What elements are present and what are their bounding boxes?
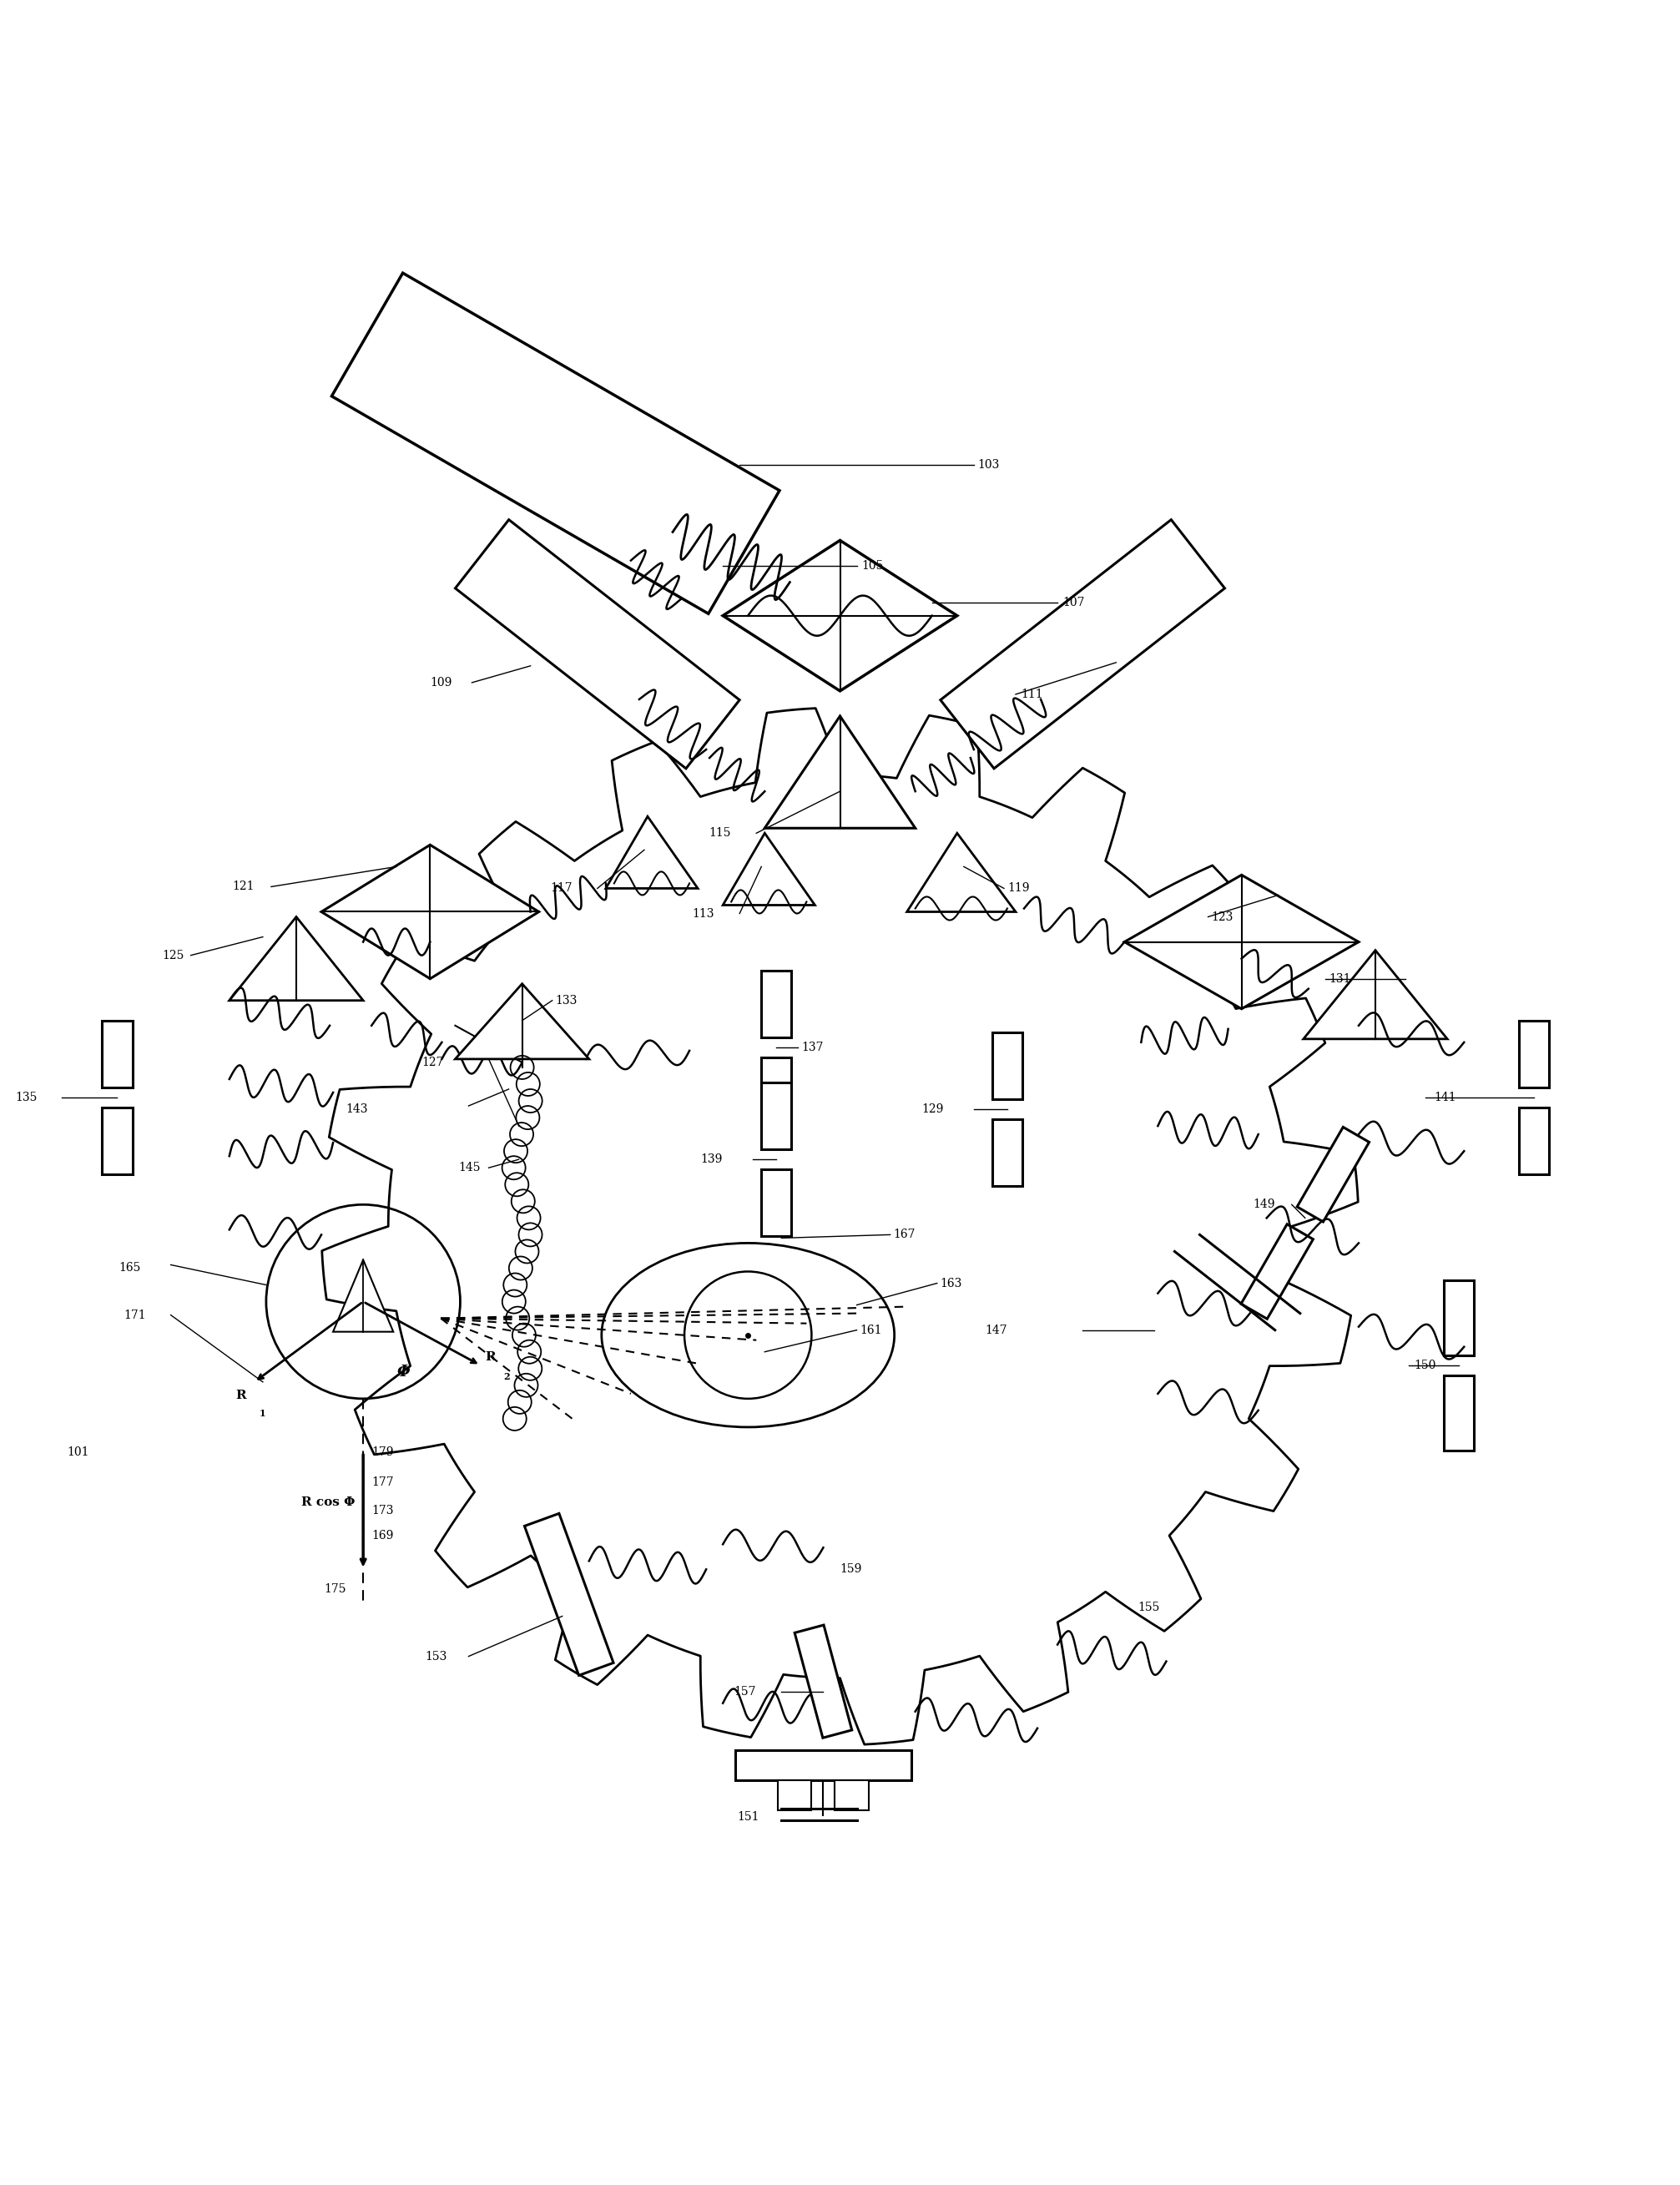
Text: R: R	[486, 1350, 496, 1363]
Polygon shape	[331, 273, 780, 614]
Polygon shape	[941, 520, 1225, 769]
Text: 157: 157	[734, 1685, 756, 1698]
Text: 139: 139	[701, 1154, 722, 1165]
Text: 141: 141	[1435, 1092, 1457, 1103]
Text: 125: 125	[163, 950, 185, 961]
Text: 107: 107	[1062, 597, 1085, 607]
Polygon shape	[993, 1031, 1023, 1099]
Polygon shape	[1304, 950, 1446, 1038]
Polygon shape	[1445, 1374, 1473, 1451]
Text: 165: 165	[119, 1263, 141, 1274]
Text: 133: 133	[556, 994, 578, 1007]
Text: 149: 149	[1253, 1200, 1275, 1210]
Polygon shape	[736, 1750, 911, 1781]
Polygon shape	[761, 970, 791, 1038]
Polygon shape	[1519, 1020, 1549, 1088]
Polygon shape	[1242, 1224, 1314, 1320]
Polygon shape	[722, 540, 958, 690]
Text: 175: 175	[324, 1584, 346, 1595]
Text: Φ: Φ	[396, 1363, 410, 1379]
Polygon shape	[1519, 1108, 1549, 1176]
Text: 173: 173	[371, 1505, 393, 1516]
Text: 163: 163	[941, 1278, 963, 1289]
Text: 167: 167	[894, 1228, 916, 1241]
Polygon shape	[835, 1781, 869, 1809]
Text: 179: 179	[371, 1446, 393, 1457]
Text: 129: 129	[922, 1103, 944, 1114]
Text: 111: 111	[1021, 688, 1043, 699]
Text: 161: 161	[860, 1324, 882, 1335]
Text: 119: 119	[1008, 883, 1030, 894]
Text: 147: 147	[984, 1324, 1008, 1335]
Text: 143: 143	[346, 1103, 368, 1114]
Text: 151: 151	[738, 1811, 759, 1822]
Polygon shape	[1124, 874, 1359, 1009]
Text: 127: 127	[422, 1058, 444, 1068]
Text: R: R	[235, 1390, 245, 1401]
Text: 159: 159	[840, 1564, 862, 1575]
Polygon shape	[455, 520, 739, 769]
Polygon shape	[761, 1082, 791, 1149]
Polygon shape	[761, 1058, 791, 1125]
Polygon shape	[321, 846, 539, 979]
Text: 177: 177	[371, 1477, 393, 1488]
Text: 171: 171	[123, 1309, 146, 1322]
Text: R cos Φ: R cos Φ	[301, 1497, 354, 1508]
Polygon shape	[993, 1119, 1023, 1186]
Text: 131: 131	[1329, 972, 1351, 985]
Polygon shape	[907, 832, 1016, 911]
Text: 135: 135	[15, 1092, 37, 1103]
Polygon shape	[761, 1169, 791, 1237]
Polygon shape	[230, 918, 363, 1001]
Text: 109: 109	[430, 677, 452, 688]
Polygon shape	[102, 1108, 133, 1176]
Text: 137: 137	[801, 1042, 823, 1053]
Text: 145: 145	[459, 1162, 480, 1173]
Polygon shape	[524, 1514, 613, 1676]
Polygon shape	[722, 832, 815, 905]
Polygon shape	[102, 1020, 133, 1088]
Text: 150: 150	[1415, 1359, 1436, 1370]
Text: 169: 169	[371, 1530, 393, 1543]
Polygon shape	[455, 983, 590, 1060]
Polygon shape	[1445, 1280, 1473, 1355]
Polygon shape	[795, 1626, 852, 1737]
Text: 105: 105	[862, 559, 884, 570]
Text: 123: 123	[1211, 911, 1233, 922]
Text: 2: 2	[504, 1372, 511, 1381]
Text: 113: 113	[692, 907, 714, 920]
Text: 115: 115	[709, 828, 731, 839]
Text: 103: 103	[978, 459, 1000, 472]
Polygon shape	[333, 1261, 393, 1331]
Text: 1: 1	[259, 1409, 265, 1418]
Polygon shape	[778, 1781, 811, 1809]
Text: 121: 121	[232, 881, 254, 891]
Text: 101: 101	[67, 1446, 89, 1457]
Text: 153: 153	[425, 1650, 447, 1663]
Polygon shape	[764, 717, 916, 828]
Polygon shape	[606, 817, 697, 889]
Text: 117: 117	[549, 883, 573, 894]
Text: 155: 155	[1137, 1602, 1159, 1615]
Polygon shape	[1297, 1127, 1369, 1221]
